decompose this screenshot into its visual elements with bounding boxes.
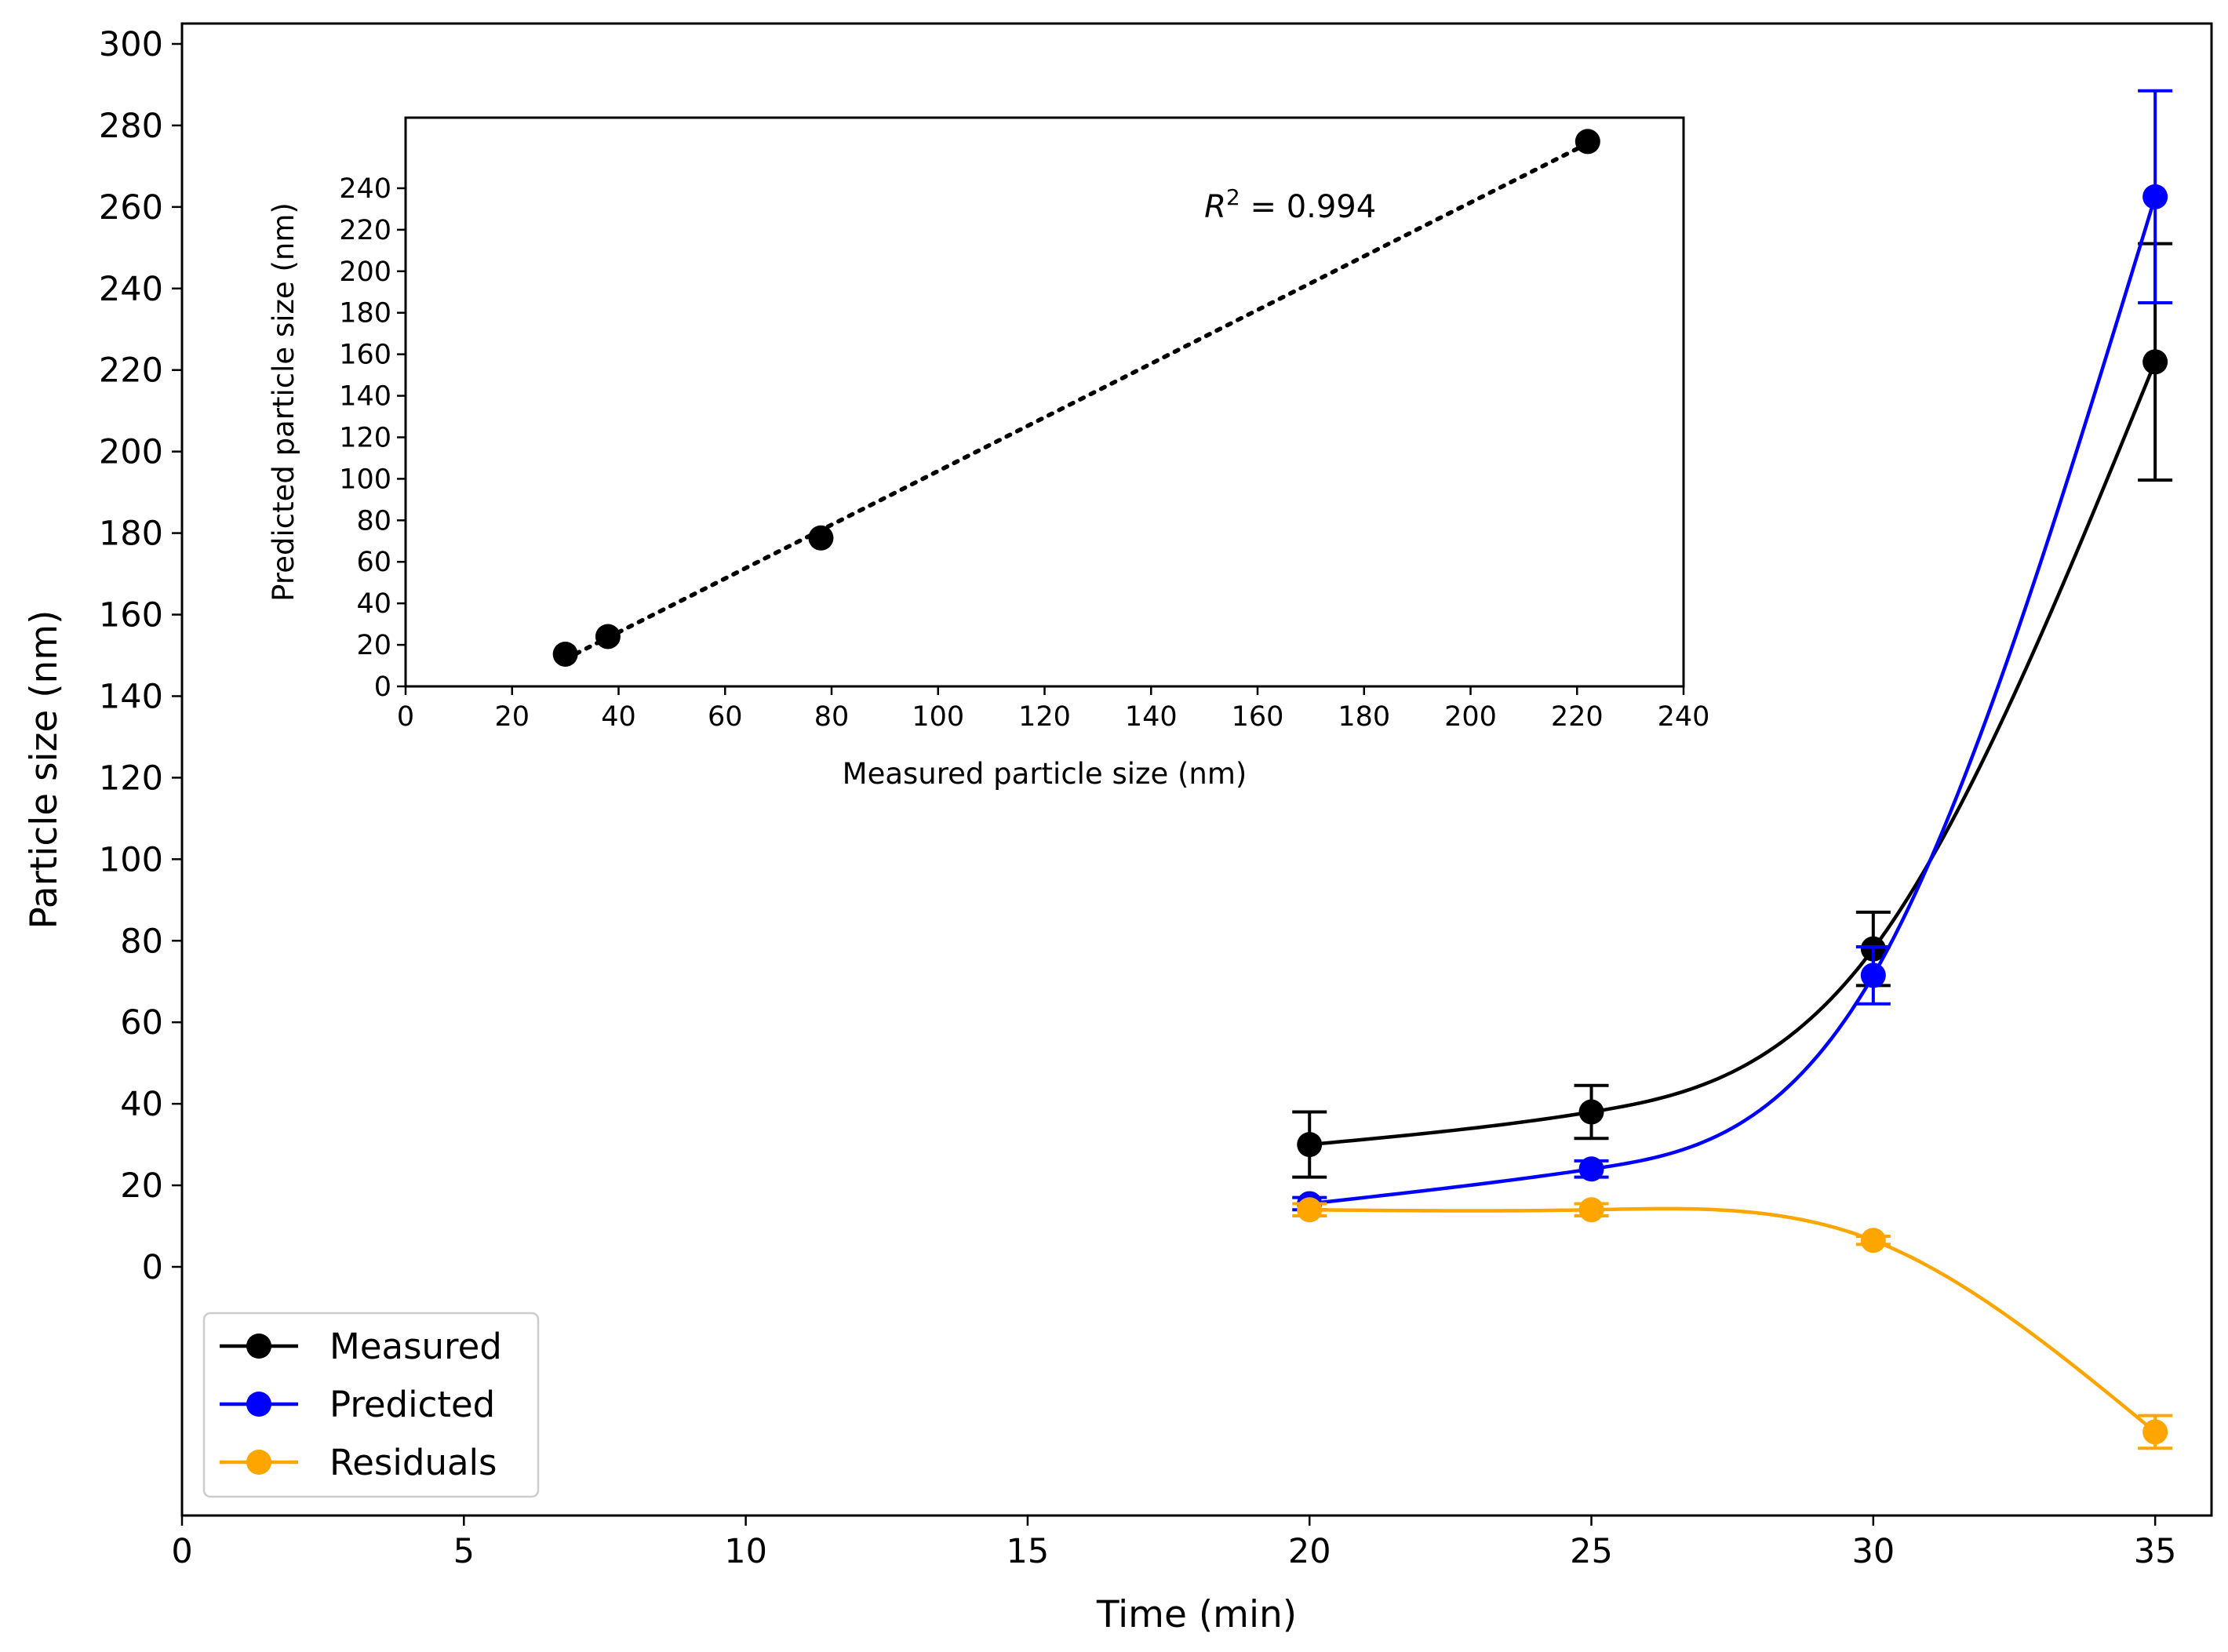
r-squared-superscript: 2 (1226, 184, 1240, 210)
inset-x-tick-label: 120 (1018, 701, 1071, 733)
inset-y-tick-label: 60 (356, 547, 391, 578)
main-y-tick-label: 0 (142, 1248, 163, 1287)
data-point-predicted (1860, 962, 1886, 988)
main-y-tick-label: 20 (120, 1166, 163, 1206)
main-x-tick-label: 30 (1851, 1532, 1895, 1571)
data-point-predicted (1578, 1156, 1604, 1182)
inset-x-tick-label: 60 (708, 701, 743, 733)
main-y-ticks: 0 20 40 60 80 100 120 140 160 180 200 220 240 260 280 3… (99, 25, 182, 1287)
inset-y-tick-label: 40 (356, 588, 391, 620)
main-x-tick-label: 35 (2134, 1532, 2177, 1571)
legend-label-predicted: Predicted (329, 1384, 495, 1425)
inset-x-tick-label: 80 (814, 701, 850, 733)
inset-axes-frame (404, 116, 1685, 688)
inset-data-point (552, 641, 578, 667)
inset-y-tick-label: 220 (339, 215, 391, 246)
series-residuals (1292, 1197, 2173, 1450)
main-x-tick-label: 10 (724, 1532, 767, 1571)
main-x-tick-label: 15 (1007, 1532, 1050, 1571)
inset-x-tick-label: 140 (1125, 701, 1178, 733)
inset-x-tick-label: 180 (1338, 701, 1390, 733)
main-y-tick-label: 60 (120, 1003, 163, 1043)
inset-series (552, 129, 1600, 667)
inset-data-point (808, 525, 834, 551)
data-point-residuals (1578, 1197, 1604, 1223)
inset-data-point (1575, 129, 1600, 155)
inset-x-tick-label: 0 (397, 701, 414, 733)
inset-y-tick-label: 80 (356, 505, 391, 537)
inset-plot: 0 20 40 60 80 100 120 140 160 180 200 220 240 0 20 40 6… (267, 116, 1710, 791)
main-y-tick-label: 160 (99, 596, 163, 635)
main-y-tick-label: 220 (99, 351, 163, 391)
inset-y-tick-label: 160 (339, 340, 391, 371)
inset-x-tick-label: 220 (1551, 701, 1604, 733)
inset-y-tick-label: 120 (339, 422, 391, 453)
inset-x-axis-label: Measured particle size (nm) (843, 757, 1247, 791)
inset-x-tick-label: 240 (1658, 701, 1710, 733)
r-squared-annotation: R2 = 0.994 (1204, 184, 1376, 225)
main-plot: 0 5 10 15 20 25 30 35 0204060801001201401601802… (23, 22, 2213, 1636)
inset-y-tick-label: 200 (339, 257, 391, 288)
legend-box (202, 1312, 540, 1498)
inset-y-tick-label: 240 (339, 173, 391, 205)
data-point-measured (1297, 1132, 1323, 1158)
inset-y-tick-label: 0 (374, 671, 391, 703)
legend-marker-residuals (246, 1450, 271, 1475)
series-line-measured (1309, 361, 2157, 1147)
main-x-axis-label: Time (min) (1096, 1593, 1297, 1636)
inset-x-tick-label: 20 (494, 701, 530, 733)
legend-items: Measured Predicted Residuals (220, 1326, 502, 1483)
inset-data-point (595, 624, 621, 650)
series-line-predicted (1309, 196, 2157, 1206)
legend-label-residuals: Residuals (329, 1442, 497, 1483)
r-squared-value: = 0.994 (1240, 189, 1376, 225)
inset-y-tick-label: 20 (356, 630, 391, 661)
inset-y-ticks: 0 20 40 60 80 100 120 140 160 180 200 220 240 (339, 173, 406, 703)
main-y-tick-label: 240 (99, 270, 163, 309)
inset-x-ticks: 0 20 40 60 80 100 120 140 160 180 200 220 240 (397, 686, 1710, 733)
r-squared-base: R (1204, 189, 1226, 225)
series-predicted (1292, 89, 2173, 1217)
legend-marker-predicted (246, 1392, 271, 1417)
data-point-residuals (1860, 1228, 1886, 1254)
inset-x-tick-label: 40 (601, 701, 636, 733)
inset-x-tick-label: 160 (1232, 701, 1284, 733)
main-x-tick-label: 0 (171, 1532, 192, 1571)
main-x-tick-label: 25 (1570, 1532, 1613, 1571)
main-y-tick-label: 40 (120, 1085, 163, 1124)
series-line-residuals (1309, 1206, 2157, 1434)
main-series (1292, 89, 2173, 1450)
data-point-predicted (2142, 184, 2168, 209)
inset-y-tick-label: 140 (339, 381, 391, 413)
fit-line (562, 141, 1590, 661)
main-x-tick-label: 5 (453, 1532, 475, 1571)
data-point-residuals (1297, 1197, 1323, 1223)
data-point-measured (2142, 349, 2168, 375)
main-y-tick-label: 180 (99, 515, 163, 554)
main-y-tick-label: 280 (99, 107, 163, 146)
main-y-tick-label: 300 (99, 25, 163, 64)
main-x-ticks: 0 5 10 15 20 25 30 35 (171, 1516, 2176, 1571)
inset-x-tick-label: 200 (1444, 701, 1497, 733)
main-y-tick-label: 80 (120, 922, 163, 961)
data-point-residuals (2142, 1419, 2168, 1445)
inset-y-tick-label: 180 (339, 298, 391, 329)
main-y-tick-label: 140 (99, 677, 163, 716)
main-y-tick-label: 260 (99, 188, 163, 227)
main-axes-frame (180, 22, 2213, 1517)
inset-background (406, 118, 1684, 686)
legend: Measured Predicted Residuals (202, 1312, 540, 1498)
main-y-tick-label: 200 (99, 433, 163, 472)
legend-marker-measured (246, 1334, 271, 1359)
main-y-axis-label: Particle size (nm) (23, 610, 66, 930)
legend-label-measured: Measured (329, 1326, 502, 1367)
main-x-tick-label: 20 (1288, 1532, 1331, 1571)
inset-y-tick-label: 100 (339, 464, 391, 495)
main-y-tick-label: 120 (99, 759, 163, 798)
main-y-tick-label: 100 (99, 840, 163, 879)
inset-x-tick-label: 100 (912, 701, 964, 733)
data-point-measured (1578, 1099, 1604, 1125)
inset-y-axis-label: Predicted particle size (nm) (267, 202, 300, 602)
